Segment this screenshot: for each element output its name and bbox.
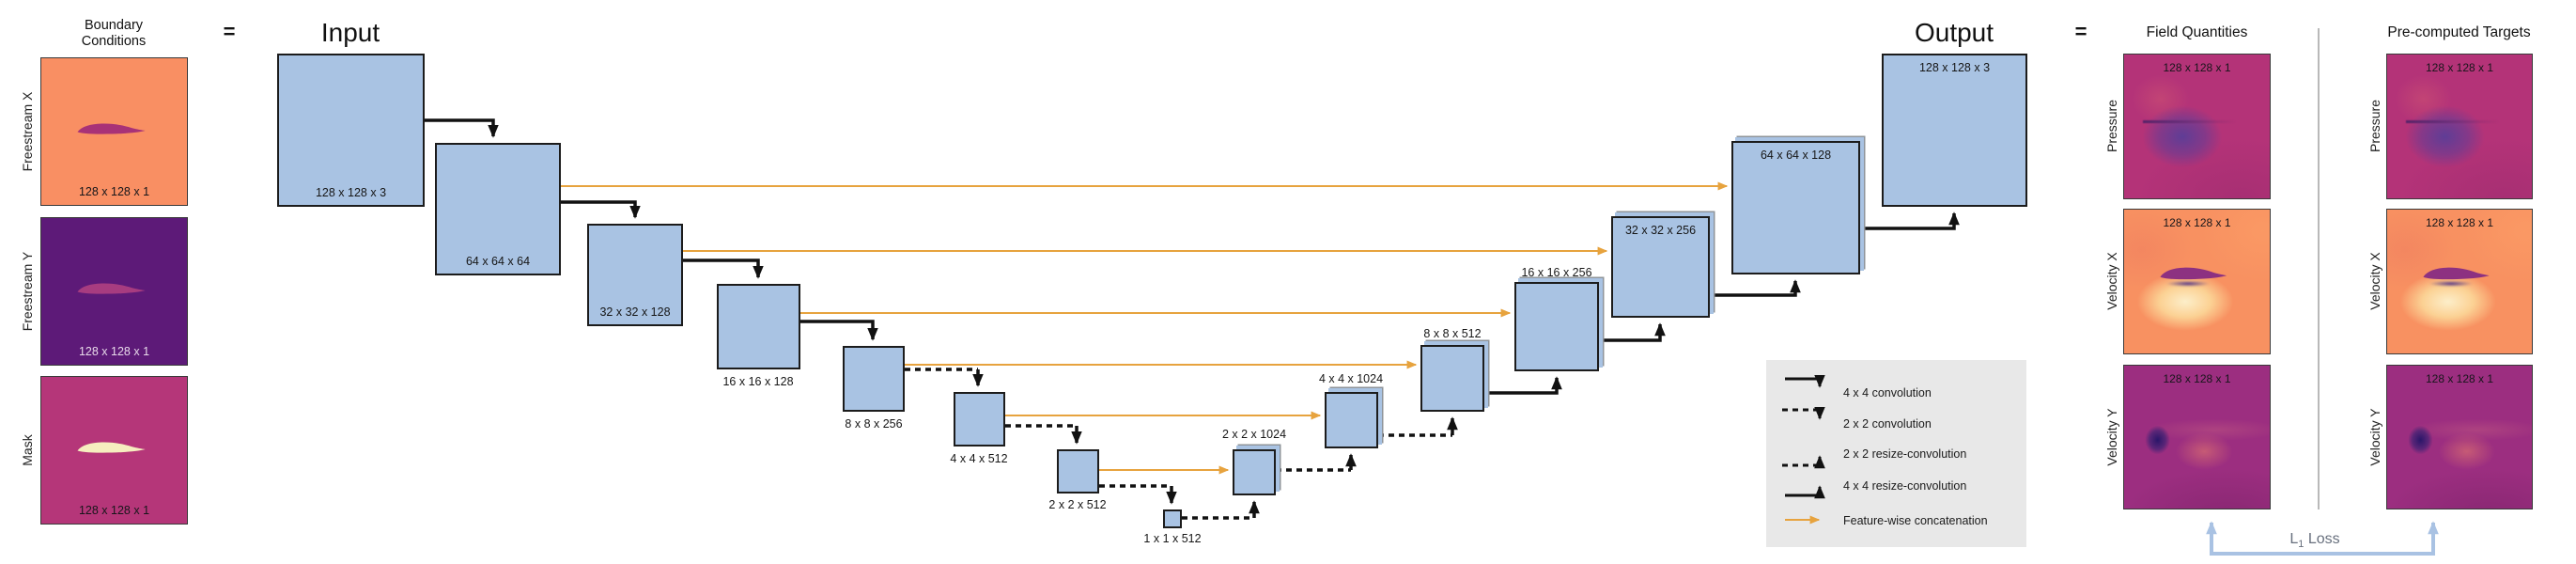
block-dims: 16 x 16 x 256 <box>1521 266 1592 279</box>
unet-block-enc-4 <box>954 392 1005 446</box>
resize-conv-4x4-arrows <box>1484 212 1960 395</box>
unet-block-dec-64: 64 x 64 x 128 <box>1731 141 1860 274</box>
airfoil-silhouette <box>77 123 146 134</box>
fq-label-velocity-y: Velocity Y <box>2104 408 2119 466</box>
airfoil-underside-shadow <box>2162 280 2221 288</box>
input-title: Input <box>320 18 380 47</box>
legend-item-4x4-convolution: 4 x 4 convolution <box>1843 386 1932 400</box>
image-dims: 128 x 128 x 1 <box>78 345 150 358</box>
unet-block-bottleneck-1 <box>1163 509 1182 528</box>
fq-image-pressure: 128 x 128 x 1 <box>2123 54 2271 199</box>
resize-conv-2x2-arrowheads <box>1249 416 1458 518</box>
block-dims: 4 x 4 x 1024 <box>1318 372 1384 385</box>
conv-4x4-arrows <box>425 118 878 341</box>
legend-glyphs <box>1782 374 1825 525</box>
boundary-title-line1: Boundary <box>84 18 144 33</box>
pre-computed-targets-heading: Pre-computed Targets <box>2387 24 2531 40</box>
boundary-title-line2: Conditions <box>81 34 147 49</box>
unet-block-dec-8 <box>1420 345 1484 412</box>
block-dims: 64 x 64 x 128 <box>1760 149 1832 162</box>
unet-block-enc-2 <box>1057 449 1099 494</box>
unet-block-output-128: 128 x 128 x 3 <box>1882 54 2027 207</box>
block-dims: 64 x 64 x 64 <box>465 255 531 268</box>
airfoil-streak <box>2143 120 2237 124</box>
fq-image-velocity-y: 128 x 128 x 1 <box>2123 365 2271 509</box>
conv-2x2-arrowheads <box>972 369 1177 505</box>
image-dims: 128 x 128 x 1 <box>78 504 150 517</box>
l1-loss-bracket <box>2206 521 2439 556</box>
column-divider <box>2318 28 2320 509</box>
equals-right: = <box>2074 20 2087 43</box>
boundary-image-freestream-y: 128 x 128 x 1 <box>40 217 188 366</box>
output-title: Output <box>1914 18 1994 47</box>
block-dims: 128 x 128 x 3 <box>315 186 387 199</box>
unet-block-enc-16 <box>717 284 800 369</box>
unet-block-enc-64: 64 x 64 x 64 <box>435 143 561 275</box>
image-dims: 128 x 128 x 1 <box>2163 372 2231 385</box>
airfoil-streak <box>2406 120 2499 124</box>
loss-subscript: 1 <box>2298 539 2304 551</box>
airfoil-silhouette <box>77 442 146 453</box>
block-dims: 32 x 32 x 128 <box>599 306 671 319</box>
legend-item-feature-wise-concatenation: Feature-wise concatenation <box>1843 514 1988 527</box>
airfoil-silhouette <box>77 283 146 294</box>
unet-block-enc-8 <box>843 346 905 412</box>
unet-block-dec-16 <box>1514 282 1599 371</box>
pt-image-velocity-x: 128 x 128 x 1 <box>2386 209 2533 354</box>
legend-box <box>1766 360 2026 547</box>
block-dims: 4 x 4 x 512 <box>950 452 1008 465</box>
pt-image-pressure: 128 x 128 x 1 <box>2386 54 2533 199</box>
block-dims: 128 x 128 x 3 <box>1918 61 1991 74</box>
unet-block-enc-32: 32 x 32 x 128 <box>587 224 683 326</box>
block-dims: 2 x 2 x 512 <box>1048 498 1107 511</box>
legend-item-2x2-resize-convolution: 2 x 2 resize-convolution <box>1843 447 1967 461</box>
skip-connections <box>561 181 1729 475</box>
boundary-image-freestream-x: 128 x 128 x 1 <box>40 57 188 206</box>
equals-left: = <box>223 20 236 43</box>
airfoil-silhouette <box>2423 267 2490 279</box>
resize-conv-2x2-arrows <box>1182 433 1452 520</box>
block-dims: 8 x 8 x 256 <box>845 417 903 431</box>
unet-block-input-128: 128 x 128 x 3 <box>277 54 425 207</box>
block-dims: 16 x 16 x 128 <box>722 375 794 388</box>
l1-loss-label: L1 Loss <box>2258 531 2371 550</box>
airfoil-silhouette <box>2160 267 2227 279</box>
block-dims: 2 x 2 x 1024 <box>1221 428 1287 441</box>
image-dims: 128 x 128 x 1 <box>2163 216 2231 229</box>
fq-image-velocity-x: 128 x 128 x 1 <box>2123 209 2271 354</box>
image-dims: 128 x 128 x 1 <box>2163 61 2231 74</box>
image-dims: 128 x 128 x 1 <box>2425 216 2494 229</box>
unet-block-dec-4 <box>1325 392 1378 448</box>
conv-2x2-arrows <box>905 368 1172 488</box>
field-quantities-heading: Field Quantities <box>2146 24 2248 40</box>
block-dims: 1 x 1 x 512 <box>1143 532 1202 545</box>
pt-label-velocity-y: Velocity Y <box>2367 408 2382 466</box>
boundary-conditions-title: Boundary Conditions <box>39 18 189 50</box>
block-dims: 8 x 8 x 512 <box>1423 327 1482 340</box>
pt-image-velocity-y: 128 x 128 x 1 <box>2386 365 2533 509</box>
image-dims: 128 x 128 x 1 <box>78 185 150 198</box>
unet-block-dec-2 <box>1233 449 1276 495</box>
legend-item-4x4-resize-convolution: 4 x 4 resize-convolution <box>1843 479 1967 493</box>
unet-block-dec-32: 32 x 32 x 256 <box>1611 216 1710 318</box>
boundary-image-mask: 128 x 128 x 1 <box>40 376 188 525</box>
loss-prefix: L <box>2289 531 2299 547</box>
airfoil-underside-shadow <box>2425 280 2483 288</box>
legend-item-2x2-convolution: 2 x 2 convolution <box>1843 417 1932 431</box>
block-dims: 32 x 32 x 256 <box>1624 224 1697 237</box>
image-dims: 128 x 128 x 1 <box>2425 372 2494 385</box>
row-label-mask: Mask <box>20 434 35 466</box>
image-dims: 128 x 128 x 1 <box>2425 61 2494 74</box>
loss-suffix: Loss <box>2307 531 2340 547</box>
